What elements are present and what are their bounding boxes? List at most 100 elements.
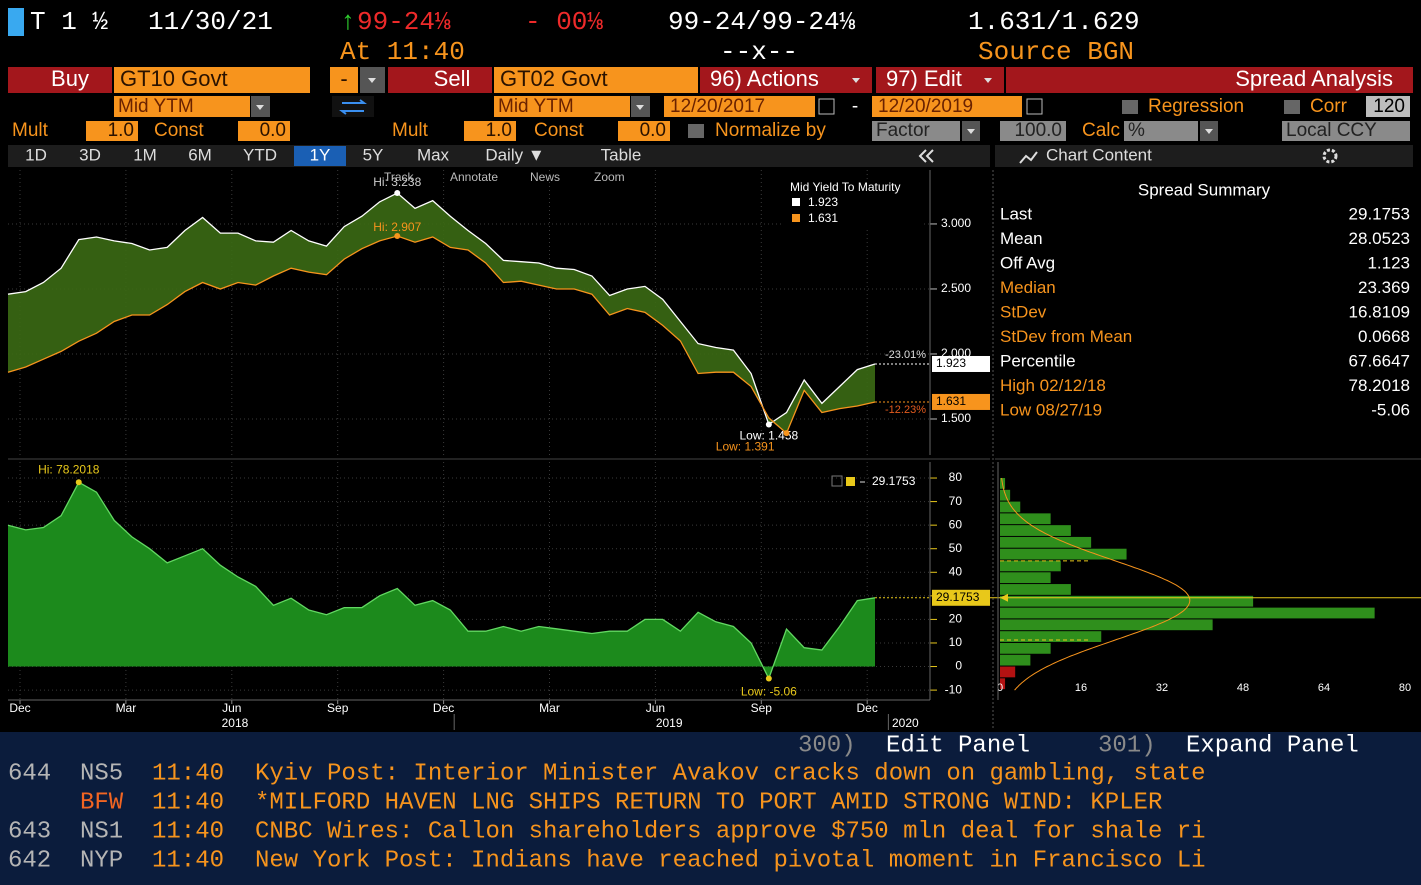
operator-input[interactable]: [330, 67, 358, 93]
tab[interactable]: 1D: [25, 145, 47, 164]
sell-mult-input[interactable]: [464, 121, 516, 141]
legend-toggle[interactable]: [831, 475, 843, 487]
calendar-icon[interactable]: [818, 98, 835, 115]
news-id: 642: [8, 847, 51, 874]
normalize-checkbox[interactable]: [688, 124, 704, 138]
buy-const: 0.0: [260, 120, 286, 141]
factor: Factor: [876, 120, 931, 141]
sell-field-select[interactable]: [494, 96, 630, 117]
tab[interactable]: 3D: [79, 145, 101, 164]
histogram-bar: [1000, 631, 1102, 642]
buy-security-input[interactable]: [114, 67, 310, 93]
tab-button[interactable]: [174, 146, 226, 166]
buy-field: Mid YTM: [118, 96, 194, 117]
news-headline[interactable]: CNBC Wires: Callon shareholders approve …: [255, 818, 1206, 845]
x-tick-label: 32: [1156, 682, 1168, 694]
actions-menu[interactable]: [700, 67, 872, 93]
tab[interactable]: 5Y: [363, 145, 384, 164]
source: Source BGN: [978, 37, 1134, 67]
summary-label: Last: [1000, 204, 1032, 223]
news-time: 11:40: [152, 760, 224, 787]
expand-panel[interactable]: Expand Panel: [1186, 732, 1359, 759]
chart-tool[interactable]: News: [530, 170, 560, 184]
tab[interactable]: 1Y: [310, 145, 331, 164]
last-value-box: [932, 393, 990, 410]
histogram-bar: [1000, 548, 1127, 560]
buy-button[interactable]: [8, 67, 112, 93]
factor-select[interactable]: [872, 121, 960, 141]
table-button[interactable]: Table: [601, 145, 642, 164]
sell-button[interactable]: [388, 67, 492, 93]
tab-button[interactable]: [10, 146, 62, 166]
histogram-bar: [1000, 678, 1006, 690]
year-label: 2019: [656, 716, 683, 730]
legend-entry: 1.923: [808, 195, 838, 209]
hi-marker: [394, 233, 401, 240]
low-marker: [783, 430, 790, 437]
chart-tool[interactable]: Annotate: [450, 170, 498, 184]
calc-select[interactable]: [1124, 121, 1198, 141]
buy-mult-input[interactable]: [86, 121, 138, 141]
chart-tool[interactable]: Track: [384, 170, 415, 184]
corr-checkbox[interactable]: [1284, 100, 1300, 114]
edit-menu[interactable]: [876, 67, 1004, 93]
last-value-box: [932, 355, 990, 372]
sell-field: Mid YTM: [498, 96, 574, 117]
buy-const-input[interactable]: [238, 121, 290, 141]
regression-checkbox[interactable]: [1122, 100, 1138, 114]
chart-content[interactable]: Chart Content: [1046, 145, 1152, 164]
series-line: [7, 192, 876, 426]
tab[interactable]: Max: [417, 145, 450, 164]
news-source: NYP: [80, 847, 123, 874]
end-date: 12/20/2019: [878, 96, 973, 117]
calendar-icon[interactable]: [1026, 98, 1043, 115]
corr-window-input[interactable]: [1366, 96, 1410, 117]
sell-security-input[interactable]: [494, 67, 698, 93]
currency-select[interactable]: [1282, 121, 1410, 141]
news-headline[interactable]: Kyiv Post: Interior Minister Avakov crac…: [255, 760, 1206, 787]
tab-button[interactable]: [407, 146, 459, 166]
change-label: -23.01%: [885, 349, 926, 361]
summary-title: Spread Summary: [1138, 180, 1271, 199]
x-tick-label: 0: [997, 682, 1003, 694]
cursor: [8, 8, 24, 36]
dropdown-arrow: [256, 105, 264, 110]
end-date-input[interactable]: [872, 96, 1022, 117]
tab-button[interactable]: [294, 146, 346, 166]
frequency[interactable]: Daily ▼: [485, 145, 544, 164]
tab[interactable]: 1M: [133, 145, 157, 164]
collapse-icon[interactable]: [918, 149, 934, 163]
edit-panel[interactable]: Edit Panel: [886, 732, 1030, 759]
y-tick-label: 20: [949, 612, 963, 626]
summary-label: StDev: [1000, 302, 1047, 321]
histogram-bar: [1000, 619, 1213, 631]
start-date: 12/20/2017: [670, 96, 765, 117]
currency: Local CCY: [1286, 120, 1377, 141]
yields: 1.631/1.629: [968, 7, 1140, 37]
tab-button[interactable]: [119, 146, 171, 166]
news-headline[interactable]: New York Post: Indians have reached pivo…: [255, 847, 1206, 874]
bid-ask: 99-24/99-24⅛: [668, 7, 856, 37]
legend-entry: 1.631: [808, 211, 838, 225]
summary-label: High 02/12/18: [1000, 376, 1106, 395]
factor-value-input[interactable]: [1000, 121, 1066, 141]
summary-label: Low 08/27/19: [1000, 400, 1102, 419]
tab-button[interactable]: [234, 146, 286, 166]
histogram-bar: [1000, 501, 1021, 513]
y-tick-label: 80: [949, 470, 963, 484]
edit: 97) Edit: [886, 66, 962, 91]
settings-icon[interactable]: [1322, 148, 1338, 164]
swap-button[interactable]: [332, 96, 374, 117]
start-date-input[interactable]: [664, 96, 815, 117]
chart-tool[interactable]: Zoom: [594, 170, 625, 184]
tab[interactable]: YTD: [243, 145, 277, 164]
buy-field-select[interactable]: [114, 96, 250, 117]
news-headline[interactable]: *MILFORD HAVEN LNG SHIPS RETURN TO PORT …: [255, 789, 1162, 816]
tab[interactable]: 6M: [188, 145, 212, 164]
summary-value: 0.0668: [1358, 327, 1410, 346]
sell-const-input[interactable]: [618, 121, 670, 141]
tab-button[interactable]: [347, 146, 399, 166]
tab-button[interactable]: [64, 146, 116, 166]
